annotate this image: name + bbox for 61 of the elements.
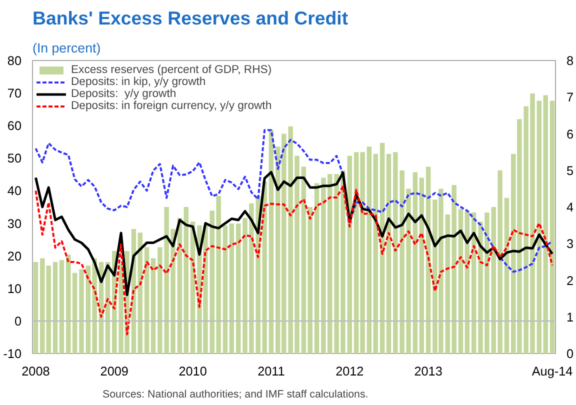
y2-tick-label: 3: [566, 237, 574, 252]
bar: [79, 269, 84, 354]
line-series: [34, 170, 554, 296]
legend-label: Deposits: in kip, y/y growth: [71, 76, 206, 88]
chart-title: Banks' Excess Reserves and Credit: [32, 8, 348, 28]
y-tick-label: 0: [14, 314, 22, 328]
y-tick-label: 50: [7, 152, 22, 166]
bar: [458, 208, 464, 354]
bar: [144, 247, 150, 354]
x-tick-label: 2010: [178, 364, 207, 378]
y2-tick-label: 1: [566, 310, 574, 324]
chart-subtitle: (In percent): [32, 40, 101, 56]
x-tick-label: Aug-14: [532, 364, 573, 378]
bar: [268, 130, 274, 354]
legend-label: Deposits: in foreign currency, y/y growth: [71, 100, 272, 112]
x-tick-label: 2013: [414, 364, 442, 378]
y-tick-label: 60: [7, 119, 22, 134]
line-series: [34, 129, 554, 273]
y2-tick-label: 0: [566, 347, 574, 361]
y2-tick-label: 2: [566, 274, 574, 288]
bar: [308, 207, 312, 354]
bar: [314, 183, 320, 354]
bar: [184, 207, 188, 354]
bar: [373, 154, 378, 354]
y2-tick-label: 8: [566, 54, 574, 68]
x-tick-label: 2012: [336, 364, 364, 378]
bar: [72, 272, 78, 354]
y-tick-label: 20: [7, 249, 22, 264]
y-tick-label: -10: [3, 347, 22, 361]
bar: [150, 258, 156, 354]
bar: [59, 260, 64, 354]
bar: [40, 258, 45, 354]
bar: [236, 223, 241, 354]
bar: [536, 100, 542, 354]
bar: [222, 225, 228, 354]
bar: [33, 262, 38, 354]
bar: [412, 172, 418, 354]
y2-tick-label: 7: [566, 90, 574, 105]
bar: [46, 266, 51, 354]
y2-tick-label: 4: [566, 200, 574, 214]
bar: [52, 262, 58, 354]
legend-label: Deposits: y/y growth: [71, 88, 176, 100]
bar: [66, 254, 71, 354]
legend-label: Excess reserves (percent of GDP, RHS): [71, 64, 272, 76]
y-tick-label: 30: [7, 216, 22, 231]
y-tick-label: 80: [7, 54, 22, 68]
bar: [366, 146, 372, 354]
y2-tick-label: 5: [566, 164, 574, 178]
y-tick-label: 10: [7, 282, 22, 296]
x-tick-label: 2008: [22, 364, 50, 378]
source-note: Sources: National authorities; and IMF staff calculations.: [102, 388, 368, 400]
y-tick-label: 70: [7, 86, 22, 101]
y2-tick-label: 6: [566, 127, 574, 142]
x-tick-label: 2009: [100, 364, 128, 378]
y-tick-label: 40: [7, 184, 22, 198]
bar: [543, 95, 548, 354]
line-series: [34, 185, 554, 336]
bar: [229, 223, 234, 354]
x-tick-label: 2011: [258, 364, 285, 378]
bar: [550, 100, 555, 354]
bar: [301, 166, 306, 354]
